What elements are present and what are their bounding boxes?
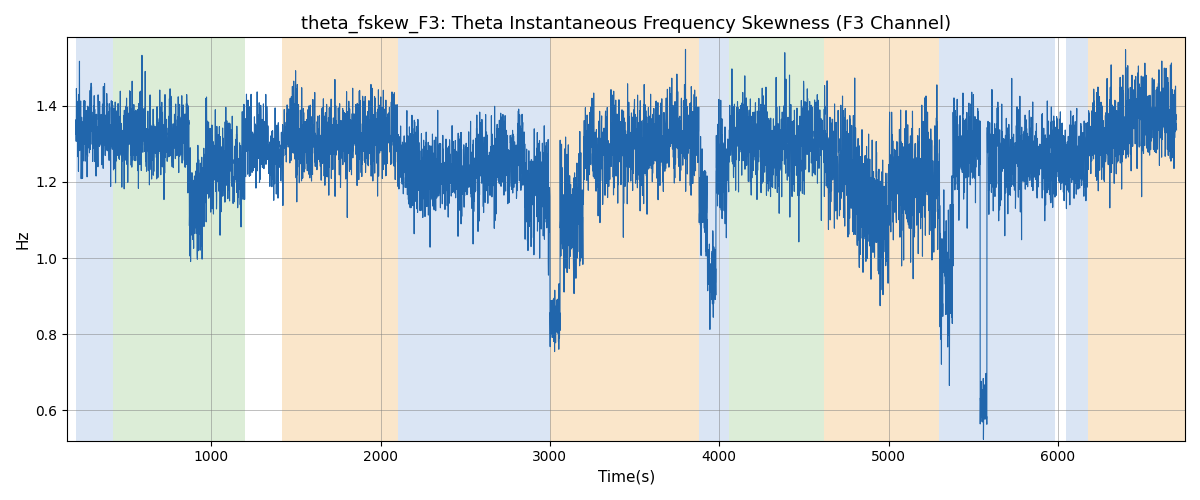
Bar: [940, 38, 1055, 440]
Bar: [1088, 38, 1186, 440]
Bar: [113, 38, 245, 440]
Bar: [282, 38, 397, 440]
Title: theta_fskew_F3: Theta Instantaneous Frequency Skewness (F3 Channel): theta_fskew_F3: Theta Instantaneous Freq…: [301, 15, 952, 34]
X-axis label: Time(s): Time(s): [598, 470, 655, 485]
Bar: [550, 38, 698, 440]
Y-axis label: Hz: Hz: [16, 230, 30, 249]
Bar: [698, 38, 730, 440]
Bar: [1067, 38, 1088, 440]
Bar: [824, 38, 940, 440]
Bar: [397, 38, 550, 440]
Bar: [76, 38, 113, 440]
Bar: [730, 38, 824, 440]
